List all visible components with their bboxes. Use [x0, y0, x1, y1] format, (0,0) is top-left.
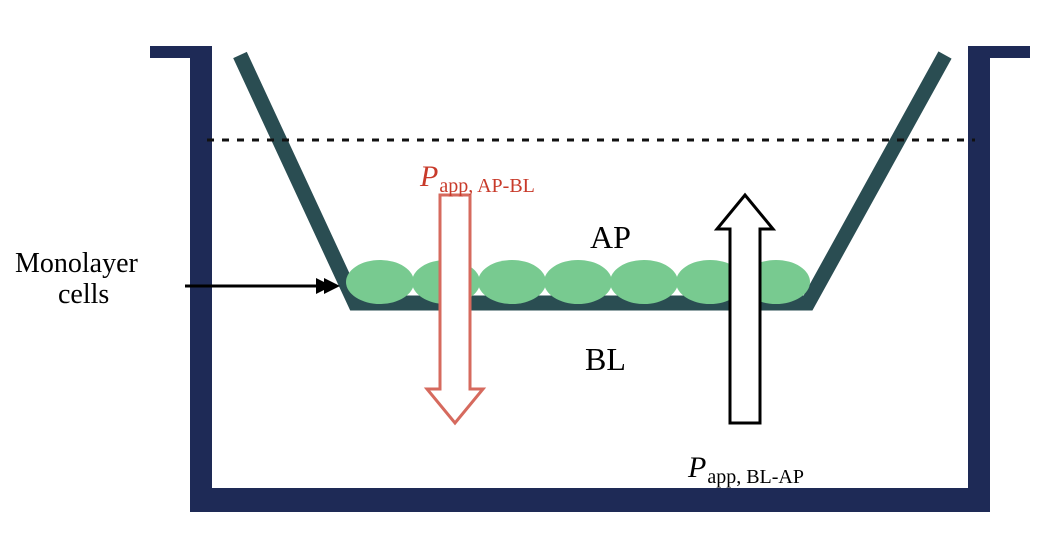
outer-well-floor: [190, 488, 990, 512]
outer-well-right-wall: [968, 50, 990, 510]
label-ap: AP: [590, 219, 631, 255]
cell: [544, 260, 612, 304]
outer-well-lip-left: [150, 46, 212, 58]
outer-well-lip-right: [968, 46, 1030, 58]
label-bl: BL: [585, 341, 626, 377]
cell: [346, 260, 414, 304]
label-p-down: Papp, AP-BL: [419, 160, 535, 197]
cell: [478, 260, 546, 304]
cell: [610, 260, 678, 304]
label-monolayer-line1: Monolayer: [15, 248, 139, 279]
label-p-down-sub: app, AP-BL: [439, 175, 535, 197]
outer-well-left-wall: [190, 50, 212, 510]
label-p-down-main: P: [419, 160, 438, 193]
label-p-up-sub: app, BL-AP: [707, 466, 804, 488]
label-p-up-main: P: [687, 451, 706, 484]
label-p-up: Papp, BL-AP: [687, 451, 804, 488]
label-monolayer-line2: cells: [58, 279, 109, 310]
